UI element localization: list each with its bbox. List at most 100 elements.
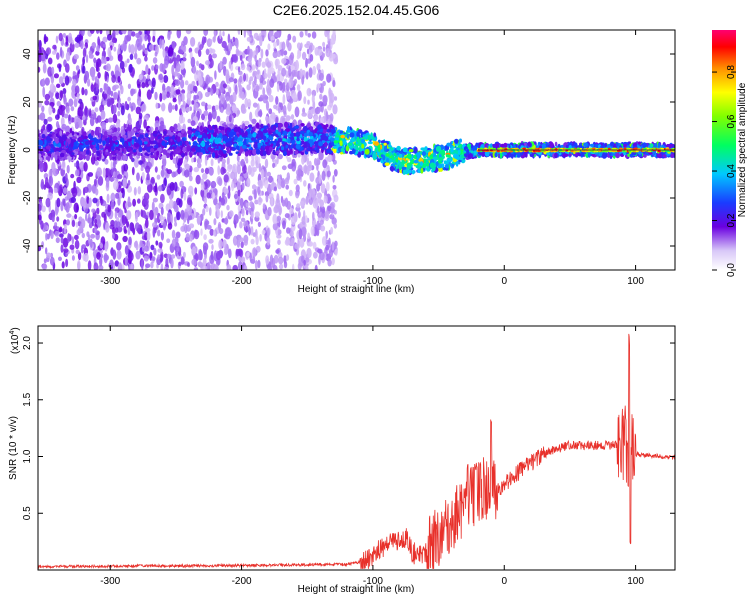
spectrogram-cell: [268, 94, 274, 103]
spectrogram-cell: [82, 47, 87, 58]
spectrogram-cell: [237, 204, 242, 212]
spectrogram-cell: [220, 197, 226, 206]
spectrogram-cell: [82, 56, 85, 66]
spectrogram-cell: [151, 65, 155, 71]
spectrogram-cell: [219, 30, 222, 40]
spectrogram-cell: [65, 131, 70, 136]
spectrogram-cell: [252, 166, 257, 172]
spectrogram-cell: [237, 189, 241, 197]
spectrogram-cell: [98, 138, 102, 144]
spectrogram-cell: [154, 51, 158, 57]
spectrogram-cell: [211, 108, 217, 120]
spectrogram-cell: [123, 225, 127, 233]
spectrogram-cell: [181, 89, 186, 95]
spectrogram-cell: [70, 173, 75, 179]
spectrogram-cell: [360, 138, 366, 144]
spectrogram-cell: [156, 174, 161, 180]
spectrogram-cell: [58, 32, 63, 42]
spectrogram-cell: [59, 46, 63, 58]
spectrogram-cell: [260, 123, 264, 129]
spectrogram-cell: [87, 217, 93, 224]
spectrogram-cell: [244, 151, 249, 157]
spectrogram-cell: [257, 156, 261, 164]
spectrogram-cell: [293, 78, 298, 85]
spectrogram-cell: [180, 188, 184, 199]
spectrogram-cell: [202, 173, 208, 180]
spectrogram-cell: [175, 155, 179, 164]
spectrogram-cell: [257, 196, 262, 206]
spectrogram-cell: [69, 127, 73, 134]
spectrogram-cell: [147, 183, 153, 193]
spectrogram-cell: [97, 36, 100, 47]
spectrogram-cell: [285, 115, 291, 122]
spectrogram-cell: [104, 83, 109, 92]
spectrogram-cell: [62, 72, 66, 80]
spectrogram-cell: [250, 210, 254, 219]
spectrogram-cell: [312, 211, 315, 221]
spectrogram-cell: [58, 256, 62, 261]
spectrogram-cell: [228, 210, 234, 218]
spectrogram-cell: [168, 47, 174, 57]
spectrogram-cell: [110, 192, 116, 203]
spectrogram-cell: [91, 72, 95, 81]
spectrogram-cell: [80, 30, 85, 37]
spectrogram-cell: [247, 207, 251, 212]
spectrogram-cell: [289, 98, 294, 104]
spectrogram-cell: [112, 104, 117, 115]
spectrogram-cell: [294, 106, 300, 118]
spectrogram-cell: [157, 254, 161, 260]
spectrogram-cell: [308, 241, 313, 247]
spectrogram-cell: [196, 215, 201, 225]
spectrogram-cell: [154, 120, 160, 130]
spectrogram-cell: [300, 42, 303, 49]
spectrogram-cell: [228, 60, 232, 70]
spectrogram-cell: [49, 256, 55, 266]
spectrogram-cells: [38, 30, 675, 270]
spectrogram-cell: [138, 146, 143, 153]
spectrogram-cell: [295, 190, 300, 199]
spectrogram-cell: [285, 254, 290, 261]
spectrogram-cell: [289, 52, 295, 61]
spectrogram-cell: [246, 251, 250, 257]
spectrogram-cell: [272, 264, 278, 270]
spectrogram-cell: [235, 48, 240, 55]
spectrogram-cell: [193, 102, 199, 111]
spectrogram-cell: [110, 200, 115, 210]
spectrogram-cell: [84, 88, 88, 96]
spectrogram-cell: [89, 116, 95, 127]
spectrogram-cell: [241, 256, 246, 263]
spectrogram-cell: [187, 129, 192, 135]
spectrogram-cell: [53, 141, 57, 148]
spectrogram-cell: [139, 118, 142, 126]
spectrogram-cell: [241, 91, 245, 101]
spectrogram-cell: [54, 222, 58, 227]
spectrogram-cell: [106, 193, 110, 204]
spectrogram-cell: [99, 256, 103, 267]
spectrogram-cell: [206, 261, 211, 270]
spectrogram-cell: [292, 263, 295, 270]
spectrogram-cell: [49, 83, 55, 93]
spectrogram-cell: [172, 52, 177, 58]
spectrogram-cell: [238, 84, 243, 93]
spectrogram-cell: [278, 106, 281, 114]
spectrogram-cell: [75, 221, 79, 228]
spectrogram-cell: [151, 201, 155, 212]
spectrogram-cell: [45, 232, 48, 241]
spectrogram-cell: [214, 152, 219, 159]
spectrogram-cell: [311, 31, 317, 39]
spectrogram-cell: [147, 232, 151, 240]
spectrogram-cell: [269, 140, 275, 145]
spectrogram-cell: [178, 198, 183, 208]
spectrogram-cell: [203, 110, 209, 116]
spectrogram-cell: [141, 243, 145, 253]
spectrogram-cell: [93, 226, 98, 234]
spectrogram-cell: [285, 184, 290, 190]
spectrogram-cell: [88, 50, 93, 56]
spectrogram-cell: [44, 77, 50, 86]
spectrogram-cell: [204, 167, 210, 175]
spectrogram-cell: [253, 188, 257, 200]
spectrogram-cell: [104, 158, 109, 165]
spectrogram-cell: [131, 222, 135, 233]
spectrogram-cell: [93, 262, 99, 270]
spectrogram-cell: [131, 136, 137, 140]
